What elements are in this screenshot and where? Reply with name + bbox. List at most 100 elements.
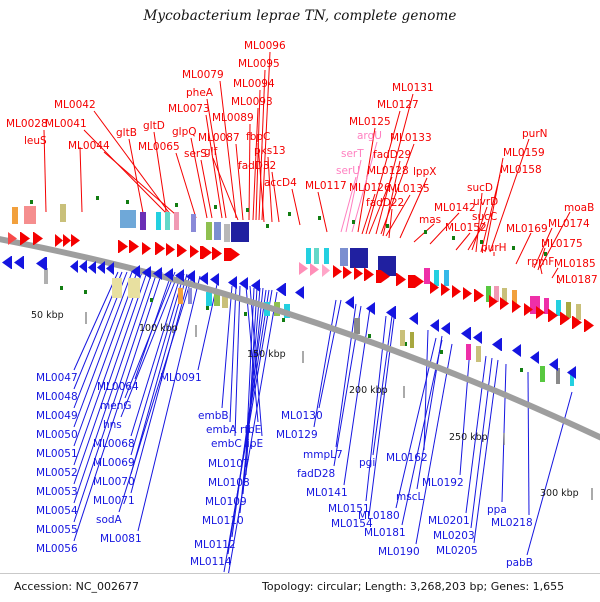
small-feature-dot[interactable] — [266, 224, 269, 228]
ruler-label[interactable]: 200 kbp — [349, 385, 388, 396]
reverse-gene-label[interactable]: ML0071 — [93, 495, 135, 507]
reverse-gene-label[interactable]: embB — [198, 410, 229, 422]
reverse-gene-label[interactable]: ML0109 — [205, 496, 247, 508]
forward-gene-arrow[interactable] — [536, 306, 545, 319]
forward-gene-arrow[interactable] — [212, 247, 222, 260]
trna-gene-label[interactable]: serT — [341, 148, 364, 160]
feature-box[interactable] — [174, 212, 179, 230]
reverse-gene-arrow[interactable] — [251, 279, 260, 292]
forward-gene-label[interactable]: ML0094 — [233, 78, 275, 90]
forward-gene-label[interactable]: fadD29 — [373, 149, 412, 161]
forward-gene-label[interactable]: gltD — [143, 120, 165, 132]
forward-gene-label[interactable]: ML0133 — [390, 132, 432, 144]
feature-box[interactable] — [231, 222, 249, 242]
forward-gene-arrow[interactable] — [20, 232, 30, 245]
reverse-gene-label[interactable]: ML0190 — [378, 546, 420, 558]
reverse-gene-arrow[interactable] — [131, 265, 140, 278]
reverse-gene-arrow[interactable] — [36, 257, 47, 270]
forward-gene-arrow[interactable] — [299, 262, 308, 275]
forward-gene-label[interactable]: ML0175 — [541, 238, 583, 250]
reverse-gene-arrow[interactable] — [97, 261, 105, 274]
reverse-gene-arrow[interactable] — [199, 272, 208, 285]
forward-gene-arrow[interactable] — [376, 270, 390, 283]
forward-gene-label[interactable]: ML0127 — [377, 99, 419, 111]
forward-gene-label[interactable]: ML0131 — [392, 82, 434, 94]
forward-gene-arrow[interactable] — [512, 300, 521, 313]
feature-box[interactable] — [120, 210, 136, 228]
forward-gene-label[interactable]: ML0093 — [231, 96, 273, 108]
forward-gene-label[interactable]: ML0128 — [367, 165, 409, 177]
forward-gene-label[interactable]: ML0158 — [500, 164, 542, 176]
trna-gene-label[interactable]: argU — [357, 130, 382, 142]
reverse-gene-label[interactable]: ML0181 — [364, 527, 406, 539]
small-feature-dot[interactable] — [84, 290, 87, 294]
forward-gene-label[interactable]: mas — [419, 214, 442, 226]
forward-gene-arrow[interactable] — [441, 283, 450, 296]
feature-box[interactable] — [544, 298, 549, 314]
small-feature-dot[interactable] — [512, 246, 515, 250]
forward-gene-arrow[interactable] — [396, 273, 406, 286]
small-feature-dot[interactable] — [244, 312, 247, 316]
forward-gene-arrow[interactable] — [343, 266, 352, 279]
forward-gene-label[interactable]: lppX — [413, 166, 437, 178]
forward-gene-label[interactable]: purN — [522, 128, 548, 140]
feature-box[interactable] — [410, 332, 414, 348]
forward-gene-label[interactable]: ML0041 — [45, 118, 87, 130]
reverse-gene-arrow[interactable] — [461, 327, 471, 340]
reverse-gene-arrow[interactable] — [88, 261, 96, 274]
ruler-label[interactable]: 50 kbp — [31, 310, 64, 321]
forward-gene-arrow[interactable] — [155, 242, 165, 255]
reverse-gene-label[interactable]: ML0069 — [93, 457, 135, 469]
forward-gene-label[interactable]: ML0079 — [182, 69, 224, 81]
reverse-gene-label[interactable]: embA — [206, 424, 237, 436]
forward-gene-label[interactable]: ML0087 — [198, 132, 240, 144]
feature-box[interactable] — [156, 212, 161, 230]
forward-gene-label[interactable]: moaB — [564, 202, 595, 214]
forward-gene-arrow[interactable] — [224, 248, 240, 261]
reverse-gene-arrow[interactable] — [492, 338, 502, 351]
forward-gene-label[interactable]: ML0159 — [503, 147, 545, 159]
reverse-gene-arrow[interactable] — [567, 366, 576, 379]
forward-gene-arrow[interactable] — [190, 245, 199, 258]
reverse-gene-arrow[interactable] — [70, 260, 78, 273]
forward-gene-label[interactable]: ML0185 — [554, 258, 596, 270]
forward-gene-label[interactable]: sucC — [472, 211, 498, 223]
forward-gene-label[interactable]: ML0065 — [138, 141, 180, 153]
feature-box[interactable] — [444, 270, 449, 286]
small-feature-dot[interactable] — [386, 224, 389, 228]
forward-gene-label[interactable]: fadD22 — [366, 197, 405, 209]
forward-gene-label[interactable]: ML0095 — [238, 58, 280, 70]
small-feature-dot[interactable] — [440, 350, 443, 354]
small-feature-dot[interactable] — [368, 334, 371, 338]
forward-gene-arrow[interactable] — [572, 316, 582, 329]
forward-gene-label[interactable]: ML0044 — [68, 140, 110, 152]
reverse-gene-arrow[interactable] — [512, 344, 521, 357]
reverse-gene-label[interactable]: ML0055 — [36, 524, 78, 536]
small-feature-dot[interactable] — [520, 368, 523, 372]
feature-box[interactable] — [12, 207, 18, 224]
forward-gene-label[interactable]: fbpC — [246, 131, 271, 143]
reverse-gene-label[interactable]: ML0053 — [36, 486, 78, 498]
reverse-gene-label[interactable]: ML0192 — [422, 477, 464, 489]
forward-gene-arrow[interactable] — [129, 240, 139, 253]
feature-box[interactable] — [476, 346, 481, 362]
forward-gene-label[interactable]: ML0135 — [388, 183, 430, 195]
reverse-gene-label[interactable]: embC — [211, 438, 242, 450]
feature-box[interactable] — [60, 204, 66, 222]
forward-gene-arrow[interactable] — [33, 232, 43, 245]
feature-box[interactable] — [214, 292, 220, 306]
forward-gene-arrow[interactable] — [354, 267, 363, 280]
forward-gene-arrow[interactable] — [200, 246, 212, 259]
feature-box[interactable] — [188, 288, 192, 304]
forward-gene-arrow[interactable] — [310, 263, 319, 276]
reverse-gene-arrow[interactable] — [175, 269, 184, 282]
feature-box[interactable] — [165, 212, 170, 230]
feature-box[interactable] — [434, 270, 439, 286]
forward-gene-arrow[interactable] — [333, 265, 342, 278]
reverse-gene-label[interactable]: ML0162 — [386, 452, 428, 464]
reverse-gene-label[interactable]: ML0218 — [491, 517, 533, 529]
reverse-gene-label[interactable]: ML0049 — [36, 410, 78, 422]
feature-box[interactable] — [466, 344, 471, 360]
small-feature-dot[interactable] — [214, 205, 217, 209]
